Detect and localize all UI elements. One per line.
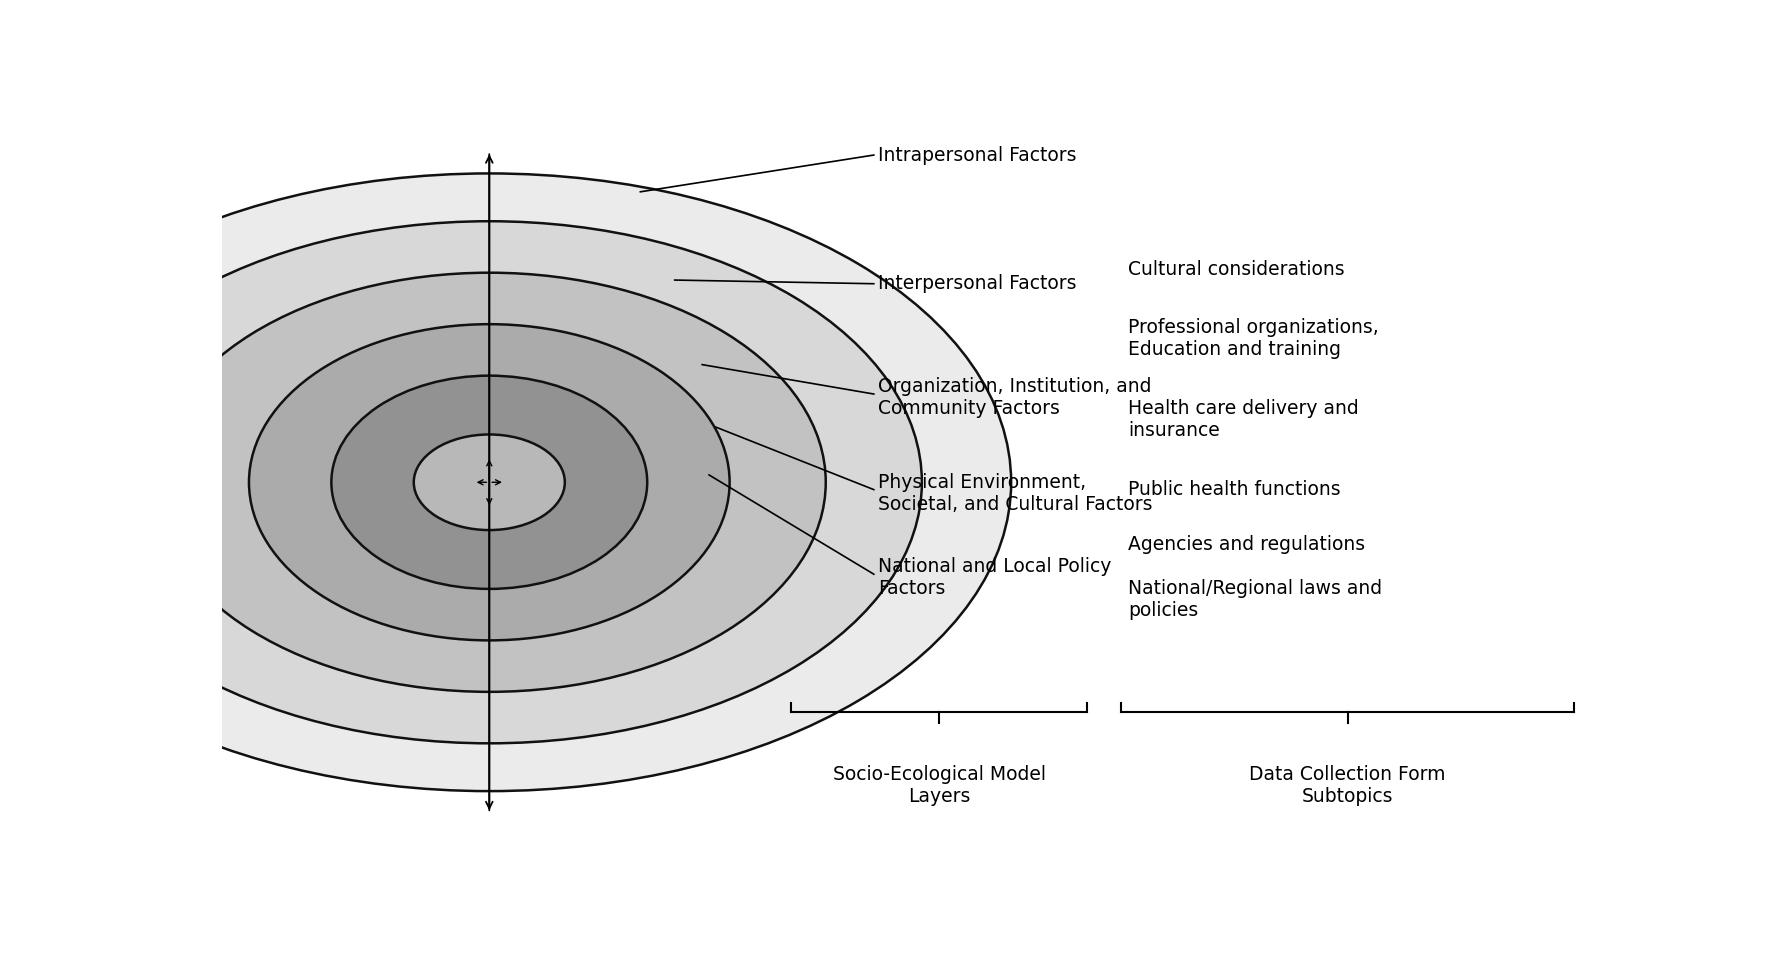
Text: Health care delivery and
insurance: Health care delivery and insurance — [1129, 399, 1359, 440]
Text: Organization, Institution, and
Community Factors: Organization, Institution, and Community… — [877, 377, 1152, 418]
Ellipse shape — [413, 435, 565, 530]
Text: National/Regional laws and
policies: National/Regional laws and policies — [1129, 580, 1382, 621]
Ellipse shape — [248, 324, 730, 641]
Ellipse shape — [331, 375, 647, 589]
Text: Intrapersonal Factors: Intrapersonal Factors — [877, 145, 1076, 164]
Text: Agencies and regulations: Agencies and regulations — [1129, 536, 1364, 554]
Ellipse shape — [57, 222, 921, 743]
Ellipse shape — [0, 174, 1012, 791]
Text: Socio-Ecological Model
Layers: Socio-Ecological Model Layers — [833, 765, 1045, 806]
Ellipse shape — [152, 273, 826, 691]
Text: Data Collection Form
Subtopics: Data Collection Form Subtopics — [1249, 765, 1446, 806]
Text: Interpersonal Factors: Interpersonal Factors — [877, 274, 1076, 293]
Text: Cultural considerations: Cultural considerations — [1129, 260, 1345, 279]
Text: Professional organizations,
Education and training: Professional organizations, Education an… — [1129, 318, 1379, 359]
Text: Public health functions: Public health functions — [1129, 480, 1340, 499]
Text: Physical Environment,
Societal, and Cultural Factors: Physical Environment, Societal, and Cult… — [877, 473, 1152, 514]
Text: National and Local Policy
Factors: National and Local Policy Factors — [877, 558, 1111, 599]
